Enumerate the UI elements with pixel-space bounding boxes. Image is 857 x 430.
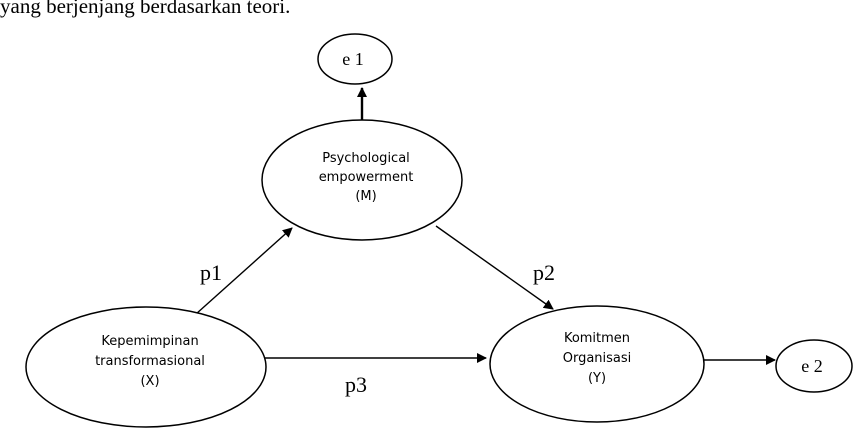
error-node-e1 xyxy=(317,33,393,85)
node-dependent xyxy=(489,305,705,423)
mediator-line1: Psychological xyxy=(322,151,410,166)
caption-text: yang berjenjang berdasarkan teori. xyxy=(0,0,291,18)
arrow-m-to-y xyxy=(435,225,554,310)
mediator-line3: (M) xyxy=(355,189,376,204)
independent-line2: transformasional xyxy=(95,354,205,369)
error-label-e2: e 2 xyxy=(801,356,823,376)
error-label-e1: e 1 xyxy=(342,49,364,69)
node-mediator xyxy=(261,119,463,241)
path-label-p3: p3 xyxy=(345,372,367,397)
path-label-p1: p1 xyxy=(200,260,222,285)
dependent-line3: (Y) xyxy=(588,371,606,386)
error-node-e2 xyxy=(775,339,853,393)
dependent-line1: Komitmen xyxy=(564,331,630,346)
node-independent xyxy=(25,306,267,428)
independent-line1: Kepemimpinan xyxy=(101,334,198,349)
independent-line3: (X) xyxy=(140,374,159,389)
path-label-p2: p2 xyxy=(533,260,555,285)
dependent-line2: Organisasi xyxy=(563,351,632,366)
arrow-x-to-m xyxy=(195,227,293,315)
mediator-line2: empowerment xyxy=(319,170,414,185)
